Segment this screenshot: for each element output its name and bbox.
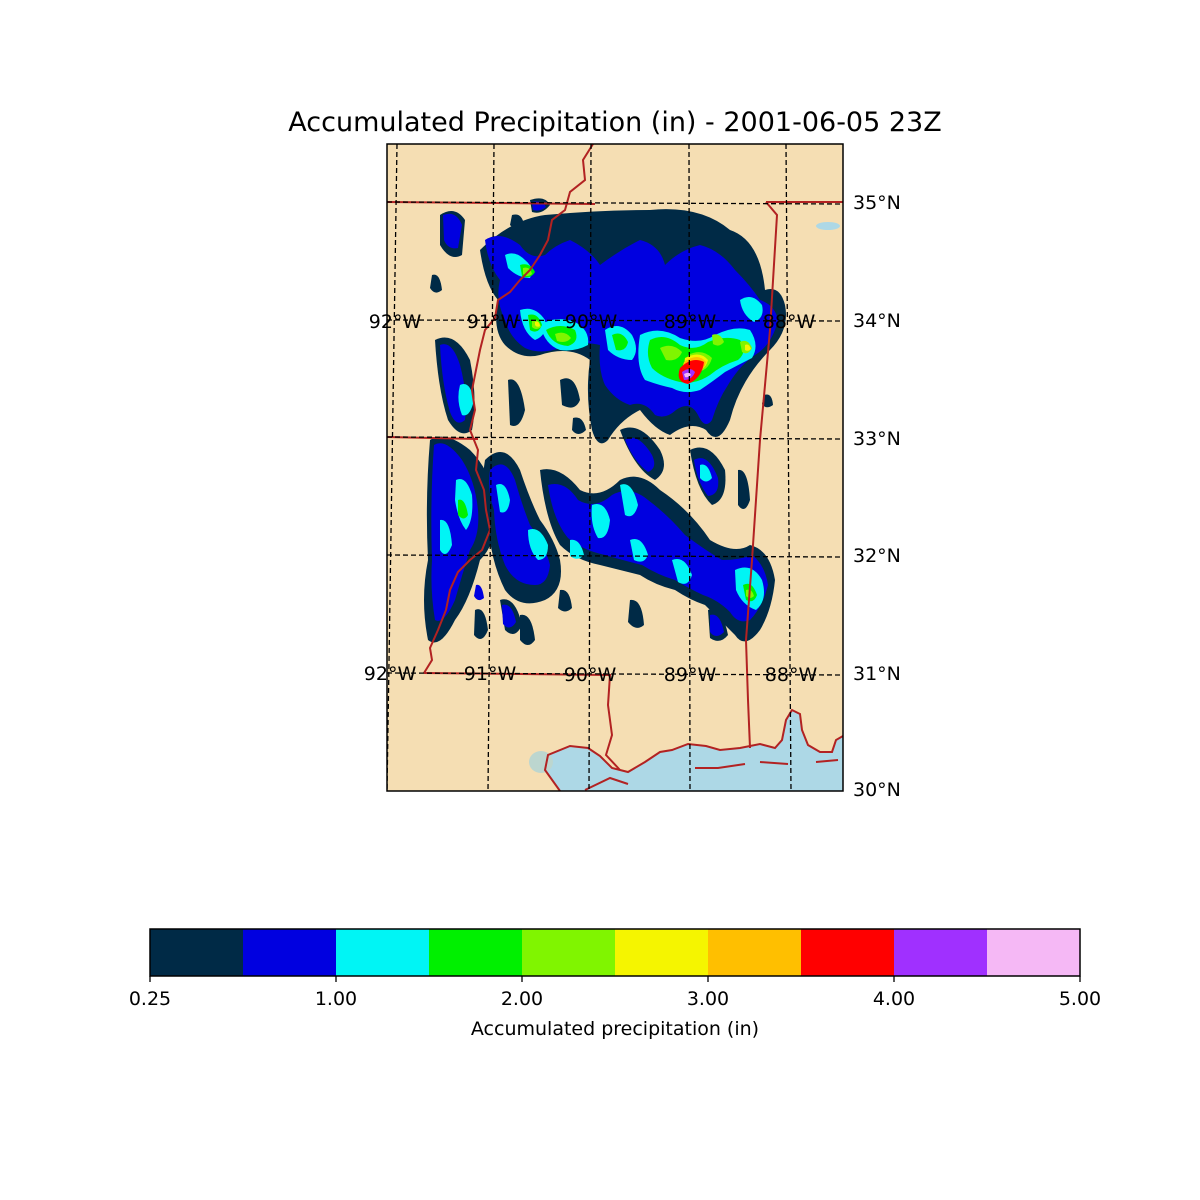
graticule bbox=[387, 144, 843, 791]
lat-label: 33°N bbox=[853, 428, 901, 450]
colorbar-label: Accumulated precipitation (in) bbox=[471, 1018, 759, 1040]
colorbar-tick-label: 0.25 bbox=[129, 988, 171, 1010]
colorbar: 0.25 1.00 2.00 3.00 4.00 5.00 Accumulate… bbox=[129, 928, 1101, 1040]
lat-label: 31°N bbox=[853, 663, 901, 685]
tennessee-river bbox=[816, 222, 840, 230]
colorbar-swatch bbox=[894, 929, 988, 976]
colorbar-swatch bbox=[336, 929, 430, 976]
colorbar-swatch bbox=[801, 929, 895, 976]
lat-label: 30°N bbox=[853, 779, 901, 801]
colorbar-swatches bbox=[150, 929, 1081, 976]
lat-label: 32°N bbox=[853, 545, 901, 567]
colorbar-swatch bbox=[708, 929, 802, 976]
lon-label: 91°W bbox=[464, 663, 517, 685]
lon-label: 88°W bbox=[765, 664, 818, 686]
lon-label: 89°W bbox=[664, 311, 717, 333]
lon-label: 88°W bbox=[763, 311, 816, 333]
lon-label: 89°W bbox=[664, 664, 717, 686]
colorbar-swatch bbox=[987, 929, 1081, 976]
colorbar-tick-label: 1.00 bbox=[315, 988, 357, 1010]
lon-label: 90°W bbox=[564, 664, 617, 686]
colorbar-ticks bbox=[149, 976, 1081, 982]
map-frame bbox=[386, 143, 844, 792]
colorbar-swatch bbox=[522, 929, 616, 976]
colorbar-swatch bbox=[150, 929, 244, 976]
lon-labels-bottom: 92°W 91°W 90°W 89°W 88°W bbox=[364, 663, 818, 686]
colorbar-frame bbox=[149, 928, 1081, 977]
colorbar-tick-label: 5.00 bbox=[1059, 988, 1101, 1010]
map-panel bbox=[387, 144, 843, 791]
lat-labels: 35°N 34°N 33°N 32°N 31°N 30°N bbox=[853, 192, 901, 801]
colorbar-swatch bbox=[429, 929, 523, 976]
map-title: Accumulated Precipitation (in) - 2001-06… bbox=[288, 107, 941, 138]
lon-labels-mid: 92°W 91°W 90°W 89°W 88°W bbox=[369, 311, 816, 333]
colorbar-tick-label: 2.00 bbox=[501, 988, 543, 1010]
lon-label: 92°W bbox=[364, 663, 417, 685]
colorbar-swatch bbox=[615, 929, 709, 976]
colorbar-tick-label: 4.00 bbox=[873, 988, 915, 1010]
precipitation-field bbox=[424, 198, 786, 645]
colorbar-tick-label: 3.00 bbox=[687, 988, 729, 1010]
lat-label: 35°N bbox=[853, 192, 901, 214]
lon-label: 90°W bbox=[565, 311, 618, 333]
lon-label: 91°W bbox=[467, 311, 520, 333]
lat-label: 34°N bbox=[853, 310, 901, 332]
colorbar-swatch bbox=[243, 929, 337, 976]
lon-label: 92°W bbox=[369, 311, 422, 333]
state-borders bbox=[387, 144, 843, 791]
